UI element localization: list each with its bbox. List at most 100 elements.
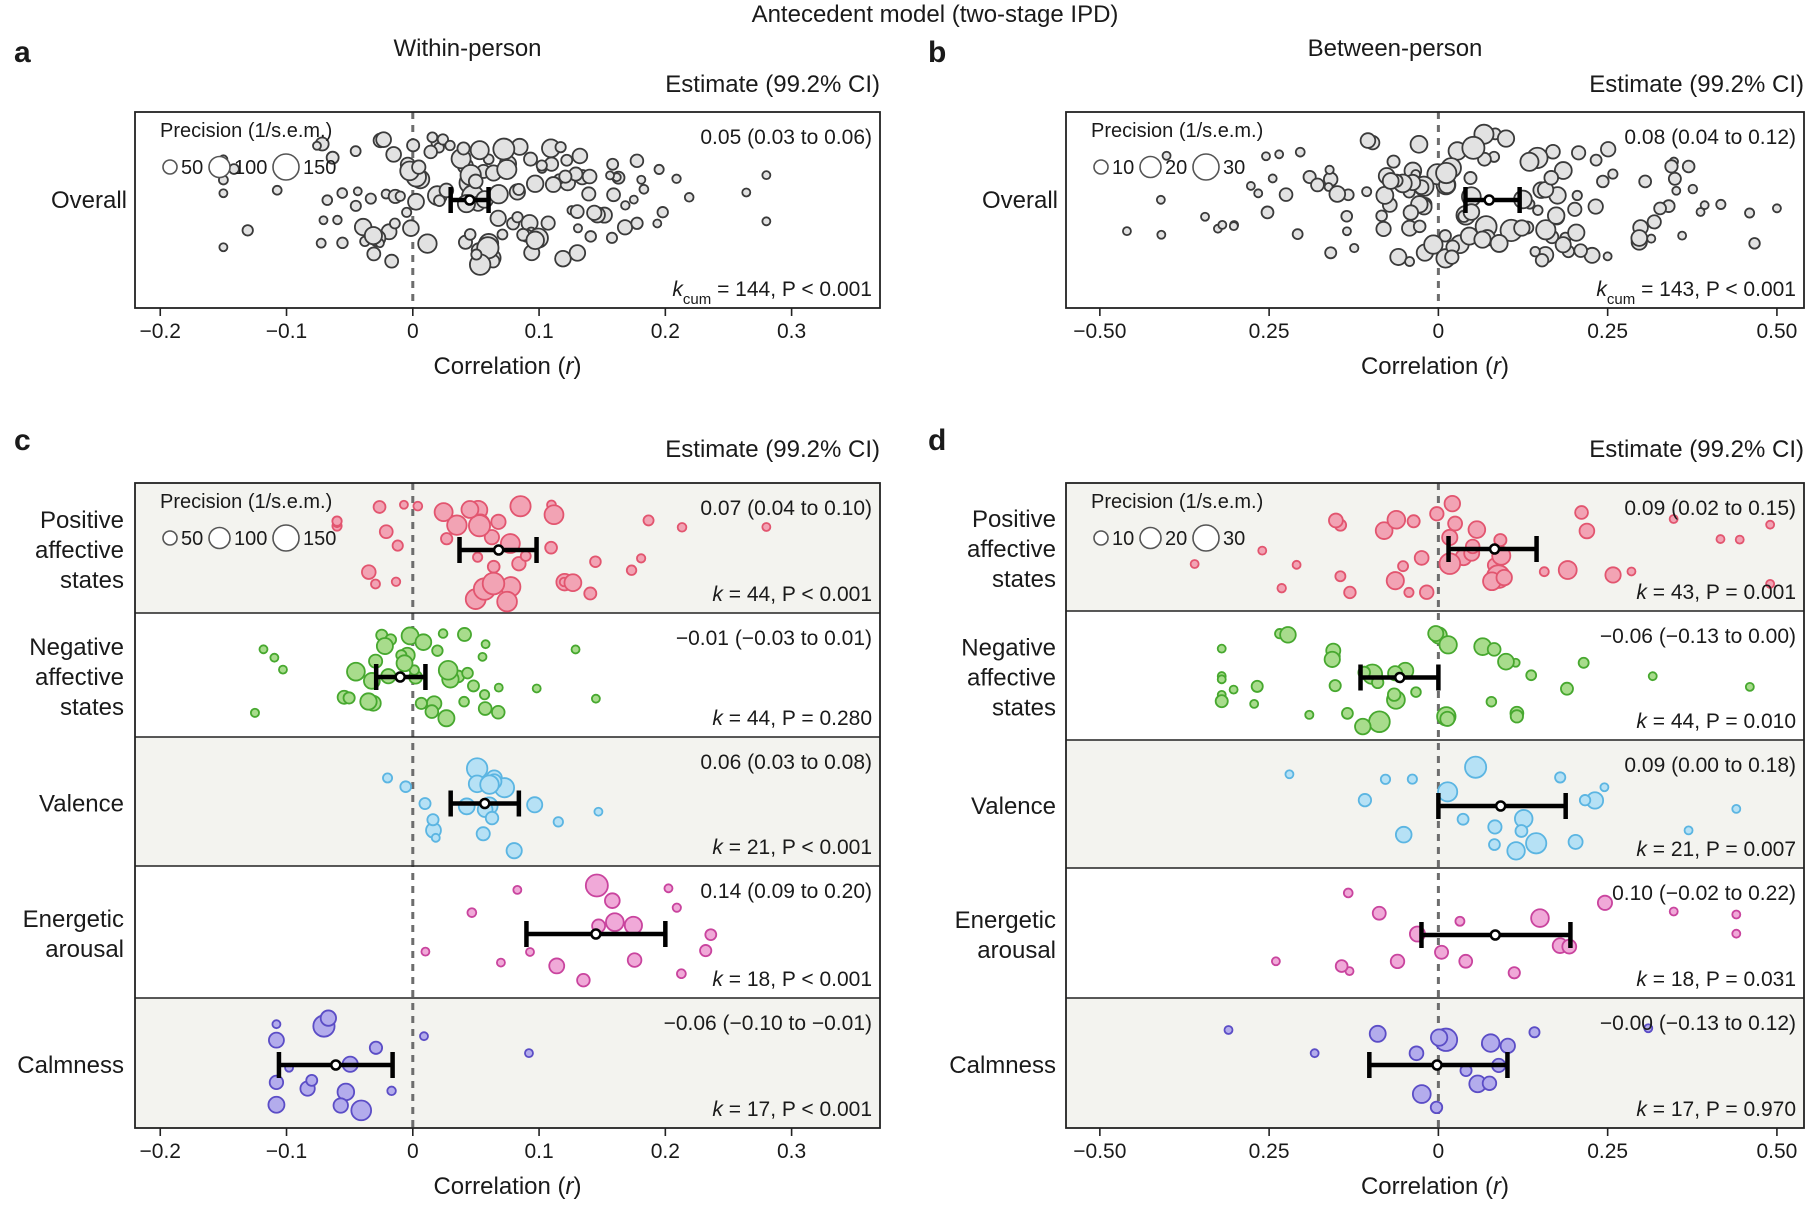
study-point — [1228, 684, 1239, 695]
study-point — [560, 153, 574, 167]
study-point — [1529, 246, 1541, 258]
study-point — [1547, 206, 1566, 225]
study-point — [1228, 221, 1239, 232]
estimate-header: Estimate (99.2% CI) — [1589, 71, 1804, 98]
k-stats: = 18, P < 0.001 — [723, 968, 872, 991]
pooled-estimate-point — [1494, 800, 1507, 812]
study-point — [1404, 256, 1416, 267]
study-point — [1310, 177, 1325, 193]
study-point — [558, 169, 573, 184]
study-point — [402, 219, 420, 237]
k-text: kcum = 143, P < 0.001 — [1596, 278, 1796, 308]
study-point — [417, 233, 438, 254]
precision-legend-circle — [162, 530, 178, 546]
estimate-text: 0.08 (0.04 to 0.12) — [1624, 126, 1796, 149]
study-point — [1695, 207, 1706, 217]
study-point — [271, 1019, 282, 1030]
study-point — [426, 813, 440, 827]
study-point — [491, 704, 506, 720]
study-point — [1276, 583, 1287, 594]
study-point — [1444, 249, 1460, 265]
k-symbol: k — [1636, 838, 1648, 861]
study-point — [469, 140, 490, 161]
study-point — [249, 707, 260, 718]
study-point — [1574, 505, 1589, 520]
study-point — [586, 204, 603, 221]
row-label: states — [992, 566, 1056, 593]
study-point — [1653, 201, 1667, 216]
study-point — [1381, 172, 1400, 190]
study-point — [1447, 515, 1463, 532]
study-point — [1481, 1033, 1501, 1053]
study-point — [1683, 825, 1694, 836]
study-point — [475, 826, 491, 842]
study-point — [321, 194, 334, 206]
study-point — [676, 968, 687, 980]
study-point — [1596, 894, 1613, 911]
study-point — [581, 186, 597, 202]
precision-legend-label: 100 — [234, 528, 267, 550]
study-point — [456, 141, 471, 156]
study-point — [1699, 200, 1710, 211]
study-point — [486, 559, 501, 574]
k-stats: = 43, P = 0.001 — [1647, 581, 1796, 604]
study-point — [1509, 709, 1524, 724]
study-point — [1473, 230, 1492, 249]
precision-legend-label: 10 — [1112, 157, 1134, 179]
row-background — [1066, 112, 1804, 308]
panel-letter: d — [928, 424, 946, 457]
study-point — [554, 249, 572, 268]
k-text: k = 17, P = 0.970 — [1636, 1098, 1796, 1121]
panel-letter: c — [14, 424, 31, 457]
x-axis-label-symbol: r — [566, 1173, 575, 1200]
study-point — [604, 892, 621, 909]
study-point — [1496, 129, 1516, 148]
study-point — [1328, 185, 1347, 203]
study-point — [336, 236, 349, 250]
study-point — [616, 219, 634, 236]
study-point — [364, 192, 377, 205]
study-point — [572, 223, 583, 234]
study-point — [620, 200, 631, 211]
estimate-header: Estimate (99.2% CI) — [665, 436, 880, 463]
row-label: Valence — [971, 793, 1056, 820]
precision-legend-label: 100 — [234, 157, 267, 179]
study-point — [1371, 905, 1387, 921]
k-symbol: k — [712, 707, 724, 730]
study-point — [1513, 219, 1531, 237]
x-tick-label: 0.50 — [1756, 320, 1797, 343]
study-point — [412, 500, 424, 512]
study-point — [481, 571, 506, 596]
precision-legend-label: 20 — [1165, 528, 1187, 550]
study-point — [1278, 187, 1294, 202]
k-stats: = 21, P = 0.007 — [1647, 838, 1796, 861]
row-valence: Valence 0.09 (0.00 to 0.18) k = 21, P = 0.… — [971, 754, 1796, 861]
study-point — [590, 693, 601, 704]
study-point — [1744, 681, 1755, 692]
study-point — [458, 695, 470, 708]
row-energetic-arousal: Energetic arousal 0.10 (−0.02 to 0.22) k = … — [955, 882, 1796, 991]
study-point — [378, 524, 394, 540]
x-axis-label-end: ) — [1501, 1173, 1509, 1200]
x-tick-label: −0.1 — [266, 320, 307, 343]
study-point — [346, 661, 366, 682]
study-point — [470, 248, 483, 261]
study-point — [1604, 566, 1622, 584]
study-point — [466, 907, 478, 918]
study-point — [569, 204, 585, 219]
study-point — [1274, 149, 1285, 160]
study-point — [406, 138, 421, 153]
estimate-header: Estimate (99.2% CI) — [665, 71, 880, 98]
k-text: k = 44, P = 0.010 — [1636, 710, 1796, 733]
x-tick-label: 0 — [1433, 320, 1445, 343]
study-point — [1291, 559, 1302, 570]
study-point — [656, 206, 669, 219]
study-point — [437, 628, 449, 639]
study-point — [361, 564, 377, 580]
study-point — [479, 689, 491, 701]
estimate-text: 0.09 (0.00 to 0.18) — [1624, 754, 1796, 777]
study-point — [1538, 566, 1550, 578]
study-point — [642, 514, 655, 527]
study-point — [386, 1085, 397, 1097]
x-axis-label-symbol: r — [1493, 353, 1502, 380]
